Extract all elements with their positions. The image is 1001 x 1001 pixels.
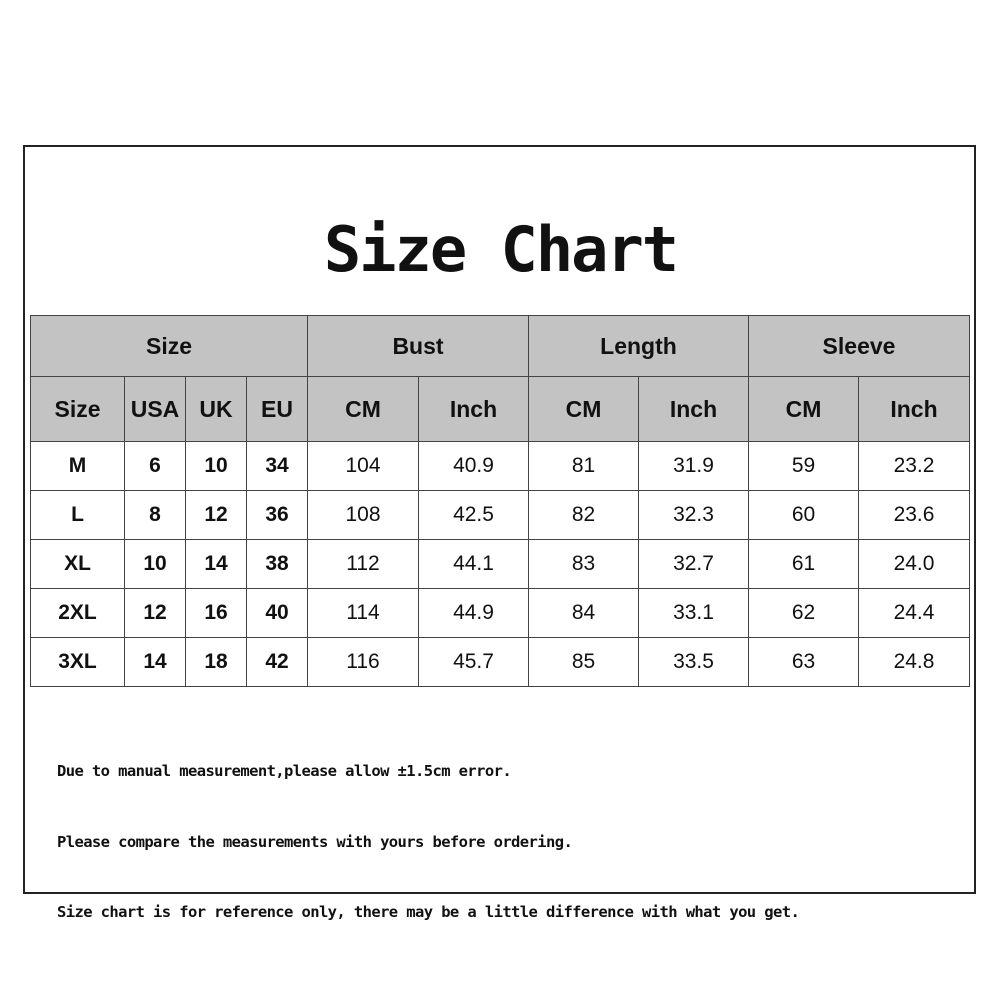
table-cell: 12: [124, 588, 186, 638]
table-cell: 84: [528, 588, 639, 638]
table-cell: 44.1: [418, 539, 529, 589]
table-cell: 114: [307, 588, 419, 638]
table-cell: 38: [246, 539, 308, 589]
page-title: Size Chart: [323, 213, 679, 286]
size-table: Size Bust Length Sleeve Size USA UK EU CM Inc…: [30, 315, 970, 687]
table-cell: 34: [246, 441, 308, 491]
column-header: Inch: [418, 376, 529, 442]
group-header-size: Size: [30, 315, 308, 377]
table-row: 2XL 12 16 40 114 44.9 84 33.1 62 24.4: [30, 588, 970, 638]
table-cell: 16: [185, 588, 247, 638]
note-line: Size chart is for reference only, there …: [57, 903, 800, 921]
table-row: M 6 10 34 104 40.9 81 31.9 59 23.2: [30, 441, 970, 491]
table-cell: 23.6: [858, 490, 970, 540]
table-cell: 104: [307, 441, 419, 491]
table-cell: 62: [748, 588, 859, 638]
table-cell: 10: [185, 441, 247, 491]
chart-frame: [23, 145, 976, 894]
column-header: Size: [30, 376, 125, 442]
table-cell: 63: [748, 637, 859, 687]
table-cell: 24.4: [858, 588, 970, 638]
table-cell: XL: [30, 539, 125, 589]
table-cell: 40.9: [418, 441, 529, 491]
column-header: Inch: [858, 376, 970, 442]
table-cell: 83: [528, 539, 639, 589]
table-cell: 3XL: [30, 637, 125, 687]
table-cell: M: [30, 441, 125, 491]
table-cell: 24.0: [858, 539, 970, 589]
table-cell: 42.5: [418, 490, 529, 540]
column-header: UK: [185, 376, 247, 442]
table-row: XL 10 14 38 112 44.1 83 32.7 61 24.0: [30, 539, 970, 589]
table-cell: L: [30, 490, 125, 540]
table-cell: 45.7: [418, 637, 529, 687]
table-cell: 59: [748, 441, 859, 491]
group-header-bust: Bust: [307, 315, 529, 377]
table-cell: 36: [246, 490, 308, 540]
column-header: CM: [748, 376, 859, 442]
table-cell: 60: [748, 490, 859, 540]
table-cell: 8: [124, 490, 186, 540]
table-cell: 18: [185, 637, 247, 687]
table-cell: 31.9: [638, 441, 749, 491]
table-cell: 82: [528, 490, 639, 540]
table-cell: 12: [185, 490, 247, 540]
table-cell: 42: [246, 637, 308, 687]
group-header-row: Size Bust Length Sleeve: [30, 315, 970, 377]
notes: Due to manual measurement,please allow ±…: [57, 713, 800, 948]
table-cell: 14: [185, 539, 247, 589]
column-header: CM: [307, 376, 419, 442]
table-cell: 33.5: [638, 637, 749, 687]
group-header-sleeve: Sleeve: [748, 315, 970, 377]
column-header: USA: [124, 376, 186, 442]
table-cell: 32.3: [638, 490, 749, 540]
table-cell: 14: [124, 637, 186, 687]
table-cell: 6: [124, 441, 186, 491]
table-cell: 44.9: [418, 588, 529, 638]
column-header: EU: [246, 376, 308, 442]
note-line: Please compare the measurements with you…: [57, 832, 573, 851]
group-header-length: Length: [528, 315, 749, 377]
table-row: 3XL 14 18 42 116 45.7 85 33.5 63 24.8: [30, 637, 970, 687]
table-cell: 33.1: [638, 588, 749, 638]
table-cell: 23.2: [858, 441, 970, 491]
column-header: CM: [528, 376, 639, 442]
table-row: L 8 12 36 108 42.5 82 32.3 60 23.6: [30, 490, 970, 540]
table-cell: 81: [528, 441, 639, 491]
table-cell: 85: [528, 637, 639, 687]
table-cell: 112: [307, 539, 419, 589]
table-cell: 24.8: [858, 637, 970, 687]
note-line: Due to manual measurement,please allow ±…: [57, 762, 512, 780]
table-cell: 108: [307, 490, 419, 540]
table-cell: 2XL: [30, 588, 125, 638]
table-cell: 40: [246, 588, 308, 638]
column-header: Inch: [638, 376, 749, 442]
sub-header-row: Size USA UK EU CM Inch CM Inch CM Inch: [30, 376, 970, 442]
table-cell: 61: [748, 539, 859, 589]
table-cell: 116: [307, 637, 419, 687]
table-cell: 32.7: [638, 539, 749, 589]
table-cell: 10: [124, 539, 186, 589]
